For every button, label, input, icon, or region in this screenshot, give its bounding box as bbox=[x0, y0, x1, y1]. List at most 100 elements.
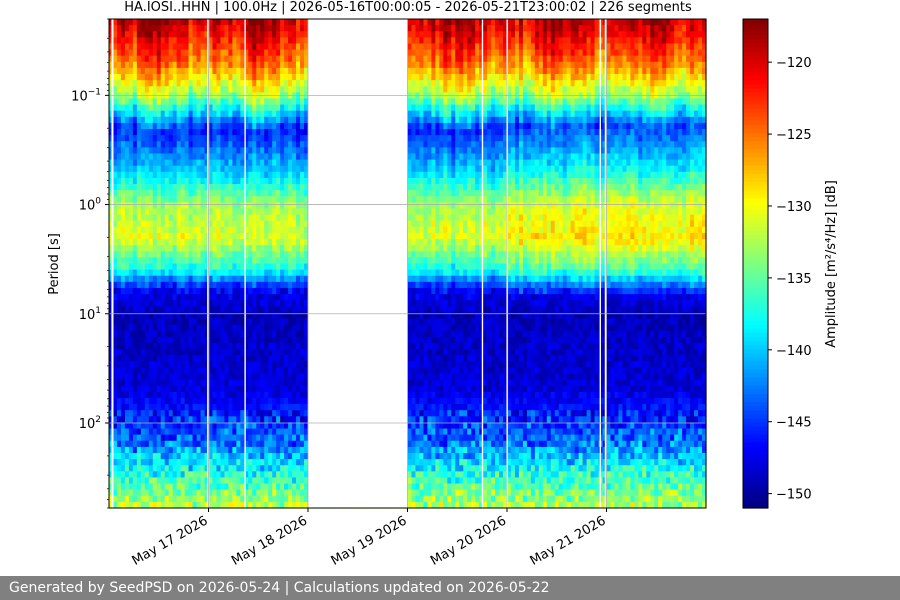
heatmap-cell bbox=[128, 324, 134, 332]
heatmap-cell bbox=[304, 263, 309, 271]
heatmap-cell bbox=[140, 361, 146, 369]
heatmap-cell bbox=[292, 232, 297, 240]
heatmap-cell bbox=[140, 342, 146, 350]
heatmap-cell bbox=[164, 263, 170, 271]
heatmap-cell bbox=[268, 300, 273, 307]
heatmap-cell bbox=[272, 214, 277, 222]
heatmap-cell bbox=[200, 214, 206, 222]
heatmap-cell bbox=[256, 446, 261, 454]
heatmap-cell bbox=[244, 184, 249, 191]
heatmap-cell bbox=[132, 397, 138, 405]
heatmap-cell bbox=[152, 281, 158, 289]
heatmap-cell bbox=[252, 135, 257, 142]
heatmap-cell bbox=[156, 349, 162, 356]
heatmap-cell bbox=[276, 379, 281, 387]
heatmap-cell bbox=[156, 275, 162, 283]
heatmap-cell bbox=[128, 410, 134, 417]
heatmap-cell bbox=[160, 349, 166, 356]
heatmap-cell bbox=[120, 196, 126, 203]
heatmap-cell bbox=[292, 312, 297, 320]
heatmap-cell bbox=[204, 312, 210, 320]
heatmap-cell bbox=[192, 367, 198, 375]
heatmap-cell bbox=[208, 336, 214, 344]
heatmap-cell bbox=[236, 171, 241, 179]
heatmap-cell bbox=[288, 31, 293, 38]
heatmap-cell bbox=[132, 129, 138, 136]
heatmap-cell bbox=[284, 501, 289, 509]
heatmap-cell bbox=[184, 67, 190, 75]
heatmap-cell bbox=[196, 440, 202, 448]
heatmap-cell bbox=[136, 367, 142, 375]
heatmap-cell bbox=[300, 373, 305, 381]
heatmap-cell bbox=[220, 434, 226, 442]
heatmap-cell bbox=[132, 452, 138, 460]
heatmap-cell bbox=[168, 116, 174, 124]
heatmap-cell bbox=[176, 300, 182, 307]
heatmap-cell bbox=[248, 257, 253, 265]
heatmap-cell bbox=[296, 165, 301, 173]
heatmap-cell bbox=[116, 80, 122, 87]
heatmap-cell bbox=[124, 287, 130, 295]
heatmap-cell bbox=[268, 465, 273, 472]
heatmap-cell bbox=[204, 330, 210, 338]
heatmap-cell bbox=[128, 214, 134, 222]
heatmap-cell bbox=[140, 129, 146, 136]
heatmap-cell bbox=[304, 220, 309, 228]
heatmap-cell bbox=[152, 428, 158, 436]
heatmap-cell bbox=[156, 184, 162, 191]
heatmap-cell bbox=[132, 379, 138, 387]
heatmap-cell bbox=[280, 67, 285, 75]
heatmap-cell bbox=[148, 135, 154, 142]
heatmap-cell bbox=[216, 300, 222, 307]
heatmap-cell bbox=[260, 135, 265, 142]
heatmap-cell bbox=[109, 122, 114, 130]
heatmap-cell bbox=[132, 245, 138, 252]
heatmap-cell bbox=[232, 349, 237, 356]
heatmap-cell bbox=[280, 373, 285, 381]
heatmap-cell bbox=[172, 324, 178, 332]
heatmap-cell bbox=[272, 165, 277, 173]
heatmap-cell bbox=[132, 184, 138, 191]
heatmap-cell bbox=[236, 489, 241, 497]
heatmap-cell bbox=[192, 80, 198, 87]
heatmap-cell bbox=[120, 226, 126, 234]
heatmap-cell bbox=[208, 397, 214, 405]
heatmap-cell bbox=[268, 275, 273, 283]
heatmap-cell bbox=[216, 86, 222, 93]
heatmap-cell bbox=[232, 43, 237, 51]
heatmap-cell bbox=[252, 294, 257, 301]
heatmap-cell bbox=[164, 25, 170, 32]
heatmap-cell bbox=[204, 263, 210, 271]
heatmap-cell bbox=[212, 349, 218, 356]
heatmap-cell bbox=[172, 300, 178, 307]
heatmap-cell bbox=[208, 37, 214, 45]
heatmap-cell bbox=[296, 67, 301, 75]
heatmap-cell bbox=[272, 422, 277, 430]
heatmap-cell bbox=[128, 459, 134, 466]
heatmap-cell bbox=[172, 19, 178, 26]
heatmap-cell bbox=[260, 489, 265, 497]
heatmap-cell bbox=[272, 86, 277, 93]
heatmap-cell bbox=[192, 67, 198, 75]
heatmap-cell bbox=[196, 397, 202, 405]
heatmap-cell bbox=[264, 410, 269, 417]
heatmap-cell bbox=[240, 434, 245, 442]
heatmap-cell bbox=[212, 440, 218, 448]
heatmap-cell bbox=[252, 342, 257, 350]
heatmap-cell bbox=[184, 226, 190, 234]
heatmap-cell bbox=[228, 67, 233, 75]
heatmap-cell bbox=[128, 135, 134, 142]
heatmap-cell bbox=[244, 135, 249, 142]
spectrogram-chart: HA.IOSI..HHN | 100.0Hz | 2026-05-16T00:0… bbox=[47, 0, 839, 569]
heatmap-cell bbox=[140, 294, 146, 301]
heatmap-cell bbox=[236, 226, 241, 234]
heatmap-cell bbox=[296, 239, 301, 246]
heatmap-cell bbox=[252, 86, 257, 93]
heatmap-cell bbox=[160, 67, 166, 75]
heatmap-cell bbox=[272, 465, 277, 472]
heatmap-cell bbox=[152, 147, 158, 155]
heatmap-cell bbox=[296, 294, 301, 301]
heatmap-cell bbox=[260, 31, 265, 38]
heatmap-cell bbox=[156, 459, 162, 466]
heatmap-cell bbox=[132, 416, 138, 424]
